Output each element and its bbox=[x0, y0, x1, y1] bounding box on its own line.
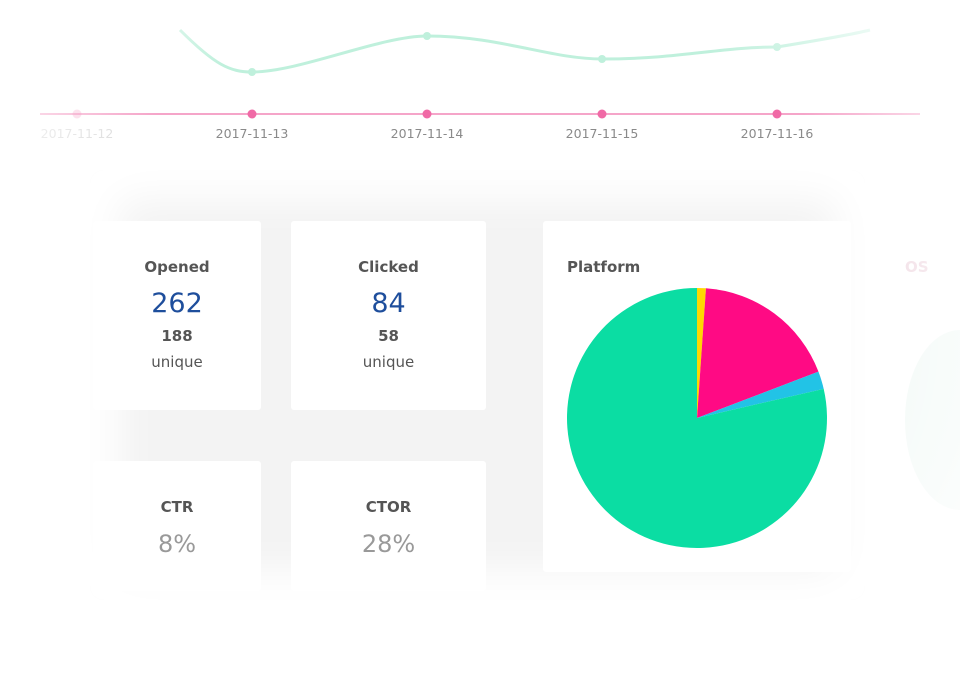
clicked-label: Clicked bbox=[358, 258, 419, 276]
pink-series-point[interactable] bbox=[72, 109, 82, 119]
opened-label: Opened bbox=[144, 258, 210, 276]
ctr-card: CTR 8% bbox=[93, 461, 261, 591]
opened-card: Opened 262 188 unique bbox=[93, 221, 261, 410]
x-axis-tick-label: 2017-11-13 bbox=[215, 126, 289, 141]
os-pie-ghost bbox=[905, 330, 960, 510]
clicked-total: 84 bbox=[371, 288, 406, 319]
platform-pie-chart bbox=[567, 288, 827, 548]
clicked-unique-count: 58 bbox=[378, 327, 399, 345]
opened-unique-label: unique bbox=[151, 353, 203, 371]
opened-total: 262 bbox=[151, 288, 203, 319]
pink-series-point[interactable] bbox=[772, 109, 782, 119]
clicked-card: Clicked 84 58 unique bbox=[291, 221, 486, 410]
green-series-point bbox=[423, 32, 431, 40]
clicked-unique-label: unique bbox=[362, 353, 415, 371]
green-series-point bbox=[248, 68, 256, 76]
os-card-label: OS bbox=[905, 258, 929, 276]
x-axis-tick-label: 2017-11-12 bbox=[40, 126, 114, 141]
green-series-line bbox=[178, 28, 871, 74]
ctor-card: CTOR 28% bbox=[291, 461, 486, 591]
ctr-label: CTR bbox=[160, 498, 194, 516]
x-axis-tick-label: 2017-11-15 bbox=[565, 126, 639, 141]
green-series-point bbox=[773, 43, 781, 51]
opened-unique-count: 188 bbox=[161, 327, 193, 345]
green-series-point bbox=[598, 55, 606, 63]
pink-series-point[interactable] bbox=[422, 109, 432, 119]
pink-series-point[interactable] bbox=[597, 109, 607, 119]
x-axis-tick-label: 2017-11-14 bbox=[390, 126, 464, 141]
ctor-value: 28% bbox=[361, 530, 416, 558]
ctr-value: 8% bbox=[157, 530, 197, 558]
x-axis-tick-label: 2017-11-16 bbox=[740, 126, 814, 141]
pink-series-point[interactable] bbox=[247, 109, 257, 119]
ctor-label: CTOR bbox=[365, 498, 412, 516]
platform-card: Platform bbox=[543, 221, 851, 572]
